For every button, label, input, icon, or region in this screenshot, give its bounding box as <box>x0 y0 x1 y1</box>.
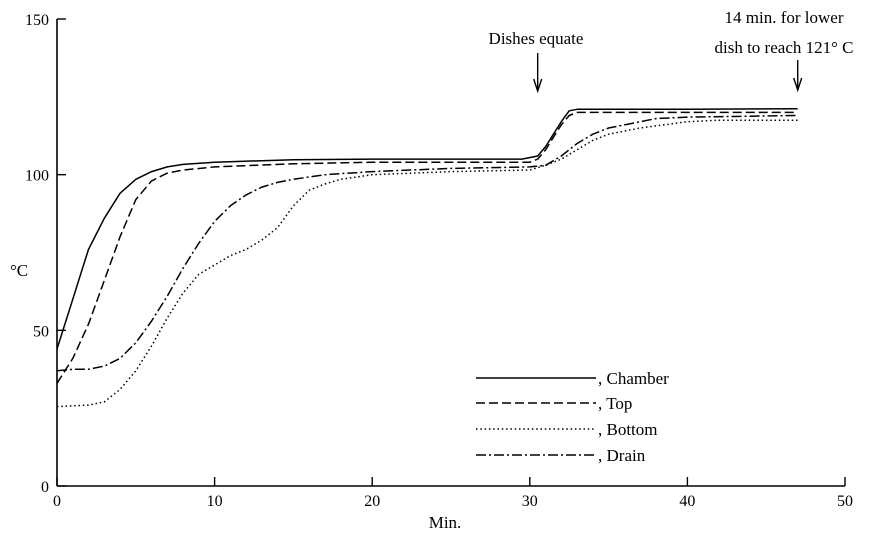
annotation-14-min-line2: dish to reach 121° C <box>715 38 854 57</box>
series-line-chamber <box>56 107 798 350</box>
annotation-arrow-head <box>793 77 803 93</box>
x-tick-label: 10 <box>207 493 223 510</box>
annotation-14-min-line1: 14 min. for lower <box>725 8 844 27</box>
y-tick-label: 150 <box>25 12 49 29</box>
series-lines <box>56 107 798 408</box>
x-tick-label: 50 <box>837 493 853 510</box>
y-tick-label: 100 <box>25 168 49 185</box>
series-line-bottom <box>56 119 798 408</box>
axes <box>56 19 845 487</box>
annotation-arrow-head <box>533 78 543 94</box>
legend-label-drain: , Drain <box>598 446 646 465</box>
legend: , Chamber , Top , Bottom , Drain <box>476 369 669 465</box>
y-tick-label: 0 <box>41 479 49 496</box>
legend-label-chamber: , Chamber <box>598 369 669 388</box>
y-axis-title: °C <box>10 261 28 280</box>
x-tick-label: 0 <box>53 493 61 510</box>
legend-label-top: , Top <box>598 394 632 413</box>
x-axis-title: Min. <box>429 513 462 532</box>
series-line-top <box>56 111 798 384</box>
y-tick-label: 50 <box>33 323 49 340</box>
legend-label-bottom: , Bottom <box>598 420 658 439</box>
annotation-dishes-equate: Dishes equate <box>489 29 584 48</box>
x-tick-label: 30 <box>522 493 538 510</box>
ticks: 0 10 20 30 40 50 0 50 100 150 <box>25 12 853 510</box>
x-tick-label: 20 <box>364 493 380 510</box>
x-tick-label: 40 <box>679 493 695 510</box>
annotations: Dishes equate 14 min. for lower dish to … <box>489 8 854 94</box>
series-line-drain <box>56 114 798 372</box>
